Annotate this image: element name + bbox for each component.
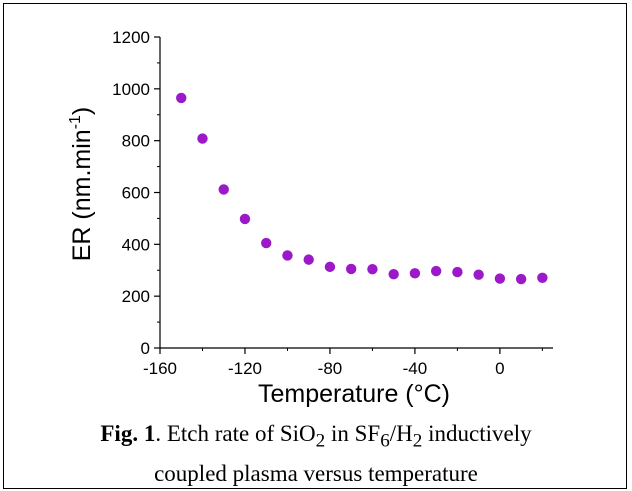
data-point <box>388 268 399 280</box>
x-tick-label: -80 <box>318 359 343 378</box>
data-point <box>197 133 208 144</box>
y-tick-label: 0 <box>141 339 150 358</box>
data-point <box>239 213 251 225</box>
caption-line-2: coupled plasma versus temperature <box>154 460 478 486</box>
caption-sub-si: 2 <box>315 430 326 452</box>
y-tick-label: 1200 <box>112 28 150 47</box>
data-point <box>430 265 442 277</box>
caption-label: Fig. 1 <box>100 421 156 446</box>
data-point <box>452 266 463 278</box>
y-tick-label: 1000 <box>112 80 150 99</box>
data-point <box>261 237 272 249</box>
caption-line-1: Fig. 1. Etch rate of SiO2 in SF6/H2 indu… <box>4 418 628 458</box>
data-point <box>218 184 229 195</box>
data-point <box>345 263 357 275</box>
data-point <box>409 268 421 279</box>
figure-caption: Fig. 1. Etch rate of SiO2 in SF6/H2 indu… <box>4 418 628 490</box>
x-tick-label: -160 <box>143 359 177 378</box>
data-point <box>324 261 336 273</box>
data-point <box>494 273 506 284</box>
y-tick-label: 200 <box>122 287 150 306</box>
y-tick-label: 600 <box>122 184 150 203</box>
data-point <box>176 92 187 104</box>
y-label-superscript: -1 <box>67 115 84 129</box>
scatter-chart: 0 200 400 600 800 1000 1200 -160 -120 -80 -40 0 Tem… <box>67 28 553 408</box>
y-label-main: ER (nm.min <box>68 129 96 261</box>
data-point <box>473 269 484 280</box>
caption-text-a: . Etch rate of SiO <box>155 421 316 446</box>
data-point <box>537 272 548 283</box>
data-point <box>282 250 293 261</box>
caption-text-b: in SF <box>325 421 381 446</box>
y-tick-label: 400 <box>122 235 150 254</box>
caption-text-d: inductively <box>422 421 532 446</box>
caption-text-c: /H <box>389 421 413 446</box>
y-axis-label: ER (nm.min-1) <box>67 107 96 262</box>
axes: 0 200 400 600 800 1000 1200 -160 -120 -80 -40 0 <box>112 28 553 378</box>
data-points <box>176 92 548 285</box>
data-point <box>515 273 527 285</box>
data-point <box>367 264 378 275</box>
x-tick-label: -120 <box>228 359 262 378</box>
x-tick-label: -40 <box>403 359 428 378</box>
data-point <box>303 254 314 265</box>
caption-sub-h: 2 <box>412 430 423 452</box>
y-label-close: ) <box>68 107 96 115</box>
caption-sub-sf: 6 <box>380 430 390 452</box>
x-axis-label: Temperature (°C) <box>258 380 450 408</box>
figure-frame: 0 200 400 600 800 1000 1200 -160 -120 -80 -40 0 Tem… <box>3 3 627 489</box>
x-tick-label: 0 <box>495 359 504 378</box>
y-tick-label: 800 <box>122 132 150 151</box>
